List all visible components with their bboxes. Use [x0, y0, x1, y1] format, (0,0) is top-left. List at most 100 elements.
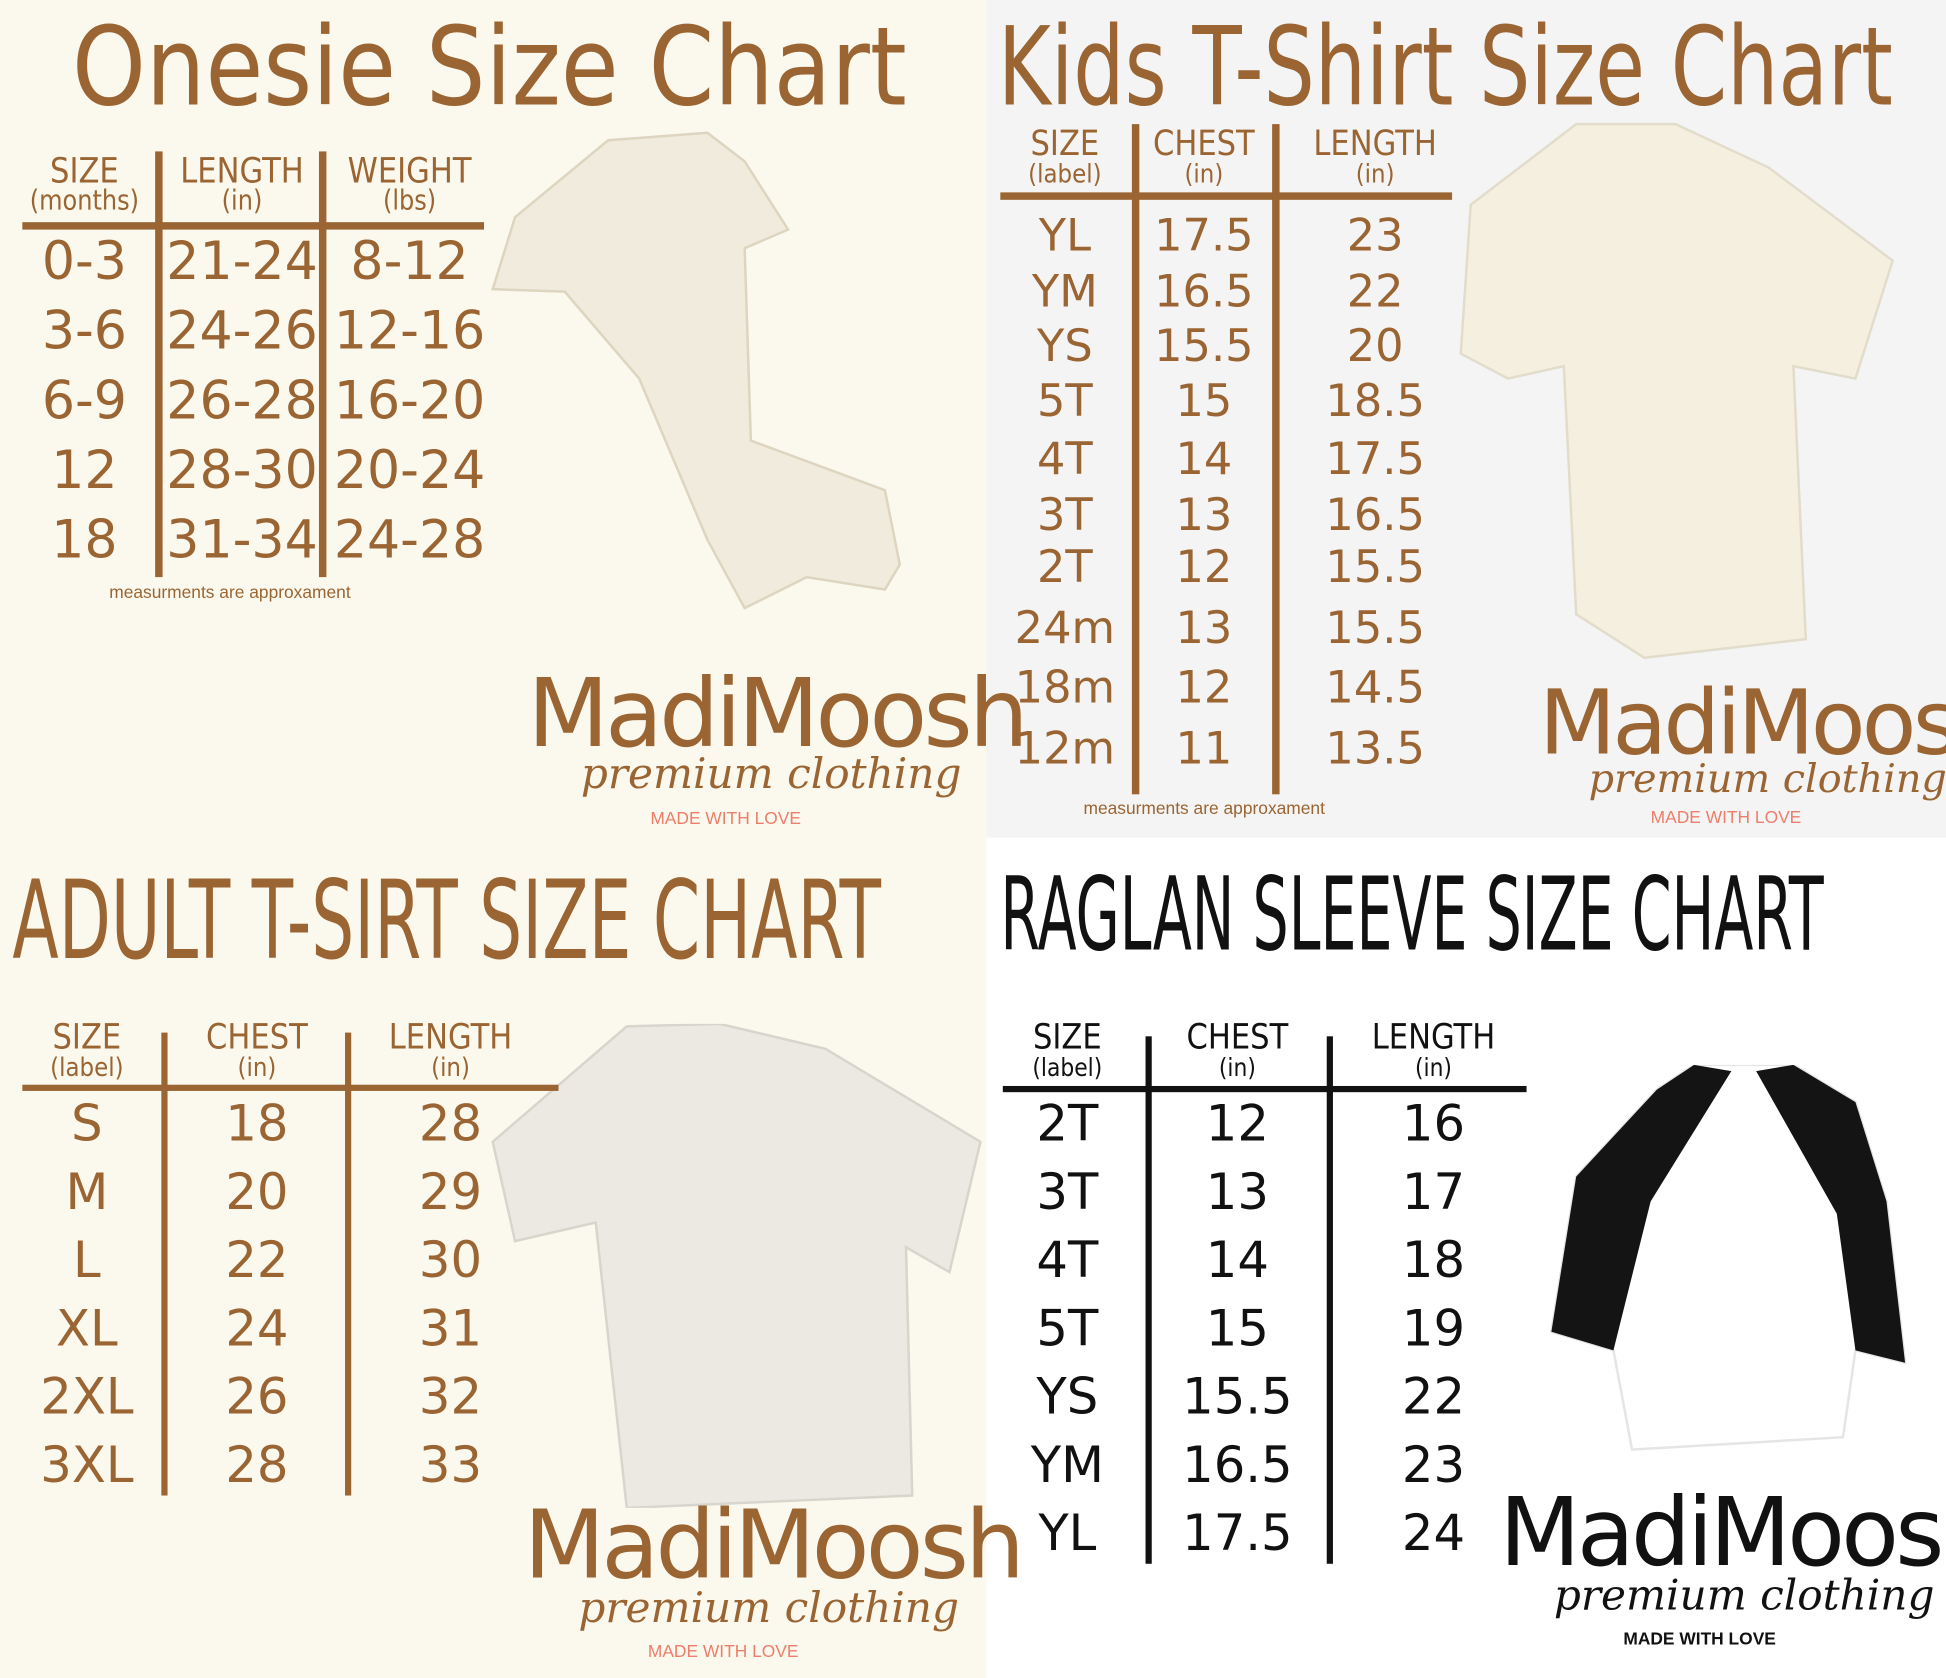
table-cell: 13 [1175, 603, 1233, 655]
table-cell: 31 [418, 1300, 483, 1358]
table-cell: L [73, 1232, 101, 1290]
header-divider [1002, 1085, 1527, 1092]
table-cell: YM [1031, 267, 1098, 318]
table-cell: 24m [1014, 603, 1116, 655]
table-cell: S [71, 1095, 103, 1153]
table-cell: 15.5 [1154, 321, 1254, 373]
table-cell: 22 [1346, 267, 1404, 318]
header-unit: (lbs) [382, 186, 437, 218]
table-cell: YS [1036, 1368, 1099, 1427]
table-cell: 4T [1036, 434, 1093, 486]
table-cell: 20-24 [333, 439, 486, 501]
header-divider [22, 222, 485, 230]
table-cell: 13 [1175, 490, 1233, 542]
brand-motto-1: MADE WITH LOVE [650, 807, 801, 828]
table-cell: 12 [1205, 1095, 1269, 1153]
table-cell: YL [1038, 211, 1091, 263]
header-divider [1000, 192, 1453, 200]
table-cell: 16.5 [1182, 1437, 1293, 1495]
header-unit: (in) [221, 186, 263, 218]
header-label: LENGTH [388, 1016, 513, 1058]
table-cell: 17 [1401, 1164, 1466, 1222]
table-cell: 30 [418, 1232, 483, 1290]
brand-tagline-3: premium clothing [578, 1583, 959, 1634]
header-unit: (in) [237, 1052, 277, 1083]
table-cell: 15.5 [1182, 1368, 1293, 1427]
table-cell: 19 [1401, 1300, 1466, 1358]
column-header: SIZE (label) [50, 1020, 123, 1081]
column-header: LENGTH (in) [1313, 126, 1437, 189]
table-cell: 26-28 [166, 369, 318, 431]
table-cell: 33 [418, 1437, 483, 1495]
table-cell: 0-3 [41, 230, 127, 292]
header-label: LENGTH [1313, 122, 1437, 164]
column-header: WEIGHT (lbs) [348, 153, 472, 218]
table-cell: 12 [1175, 542, 1233, 594]
kids-title: Kids T-Shirt Size Chart [997, 2, 1893, 131]
table-cell: 24 [1401, 1505, 1466, 1563]
table-cell: 28-30 [166, 439, 318, 501]
table-cell: 12-16 [333, 300, 486, 362]
table-cell: 22 [225, 1232, 289, 1290]
column-header: LENGTH (in) [389, 1020, 513, 1081]
column-divider [1144, 1036, 1152, 1564]
table-cell: 15 [1175, 376, 1233, 428]
column-divider [1326, 1036, 1333, 1564]
brand-motto-4: MADE WITH LOVE [1623, 1628, 1776, 1649]
header-unit: (in) [1355, 158, 1395, 189]
table-cell: 2XL [40, 1368, 134, 1427]
table-cell: 11 [1175, 723, 1233, 775]
table-cell: 23 [1346, 211, 1404, 263]
table-cell: YL [1038, 1505, 1097, 1563]
raglan-image [1549, 1064, 1907, 1451]
table-cell: 16.5 [1325, 490, 1425, 542]
header-divider [22, 1084, 559, 1091]
table-cell: XL [56, 1300, 118, 1358]
header-label: SIZE [1032, 1016, 1102, 1058]
table-cell: 5T [1036, 1300, 1099, 1358]
header-label: SIZE [52, 1016, 122, 1058]
table-cell: 13 [1205, 1164, 1269, 1222]
table-cell: 18 [1401, 1232, 1466, 1290]
column-divider [155, 151, 163, 578]
table-cell: 2T [1036, 542, 1093, 594]
table-cell: 12 [51, 439, 118, 501]
header-unit: (label) [1032, 1052, 1103, 1083]
table-cell: 16 [1401, 1095, 1466, 1153]
table-cell: 20 [225, 1164, 289, 1222]
table-cell: 6-9 [41, 369, 127, 431]
table-cell: 12m [1014, 723, 1116, 775]
kids-tshirt-image [1459, 122, 1895, 660]
table-cell: 26 [225, 1368, 289, 1427]
column-header: SIZE (months) [30, 153, 139, 216]
table-cell: 22 [1401, 1368, 1466, 1427]
table-cell: 20 [1346, 321, 1404, 373]
header-label: LENGTH [180, 150, 304, 192]
header-label: CHEST [1186, 1016, 1289, 1058]
onesie-image [491, 131, 902, 610]
header-unit: (in) [1218, 1052, 1256, 1083]
brand-logo-3: MadiMoosh [523, 1489, 1025, 1600]
table-cell: 31-34 [166, 508, 318, 570]
table-cell: 29 [418, 1164, 483, 1222]
column-divider [1131, 124, 1140, 795]
column-header: CHEST (in) [206, 1020, 308, 1081]
column-header: SIZE (label) [1032, 1020, 1102, 1080]
table-cell: 18 [51, 508, 118, 570]
header-unit: (in) [1414, 1052, 1452, 1083]
table-cell: 2T [1036, 1095, 1099, 1153]
header-unit: (in) [431, 1052, 470, 1083]
table-cell: 24 [225, 1300, 289, 1358]
table-cell: 15.5 [1325, 542, 1425, 594]
table-cell: 3T [1036, 490, 1093, 542]
table-cell: 16.5 [1154, 267, 1254, 318]
brand-tagline-4: premium clothing [1553, 1571, 1935, 1621]
table-cell: 18m [1014, 662, 1116, 714]
column-header: LENGTH (in) [180, 153, 304, 218]
column-header: CHEST (in) [1186, 1020, 1288, 1080]
table-cell: 21-24 [166, 230, 318, 292]
header-label: WEIGHT [347, 150, 472, 192]
table-cell: 13.5 [1325, 723, 1425, 775]
table-cell: YM [1030, 1437, 1104, 1495]
column-header: LENGTH (in) [1372, 1020, 1496, 1080]
